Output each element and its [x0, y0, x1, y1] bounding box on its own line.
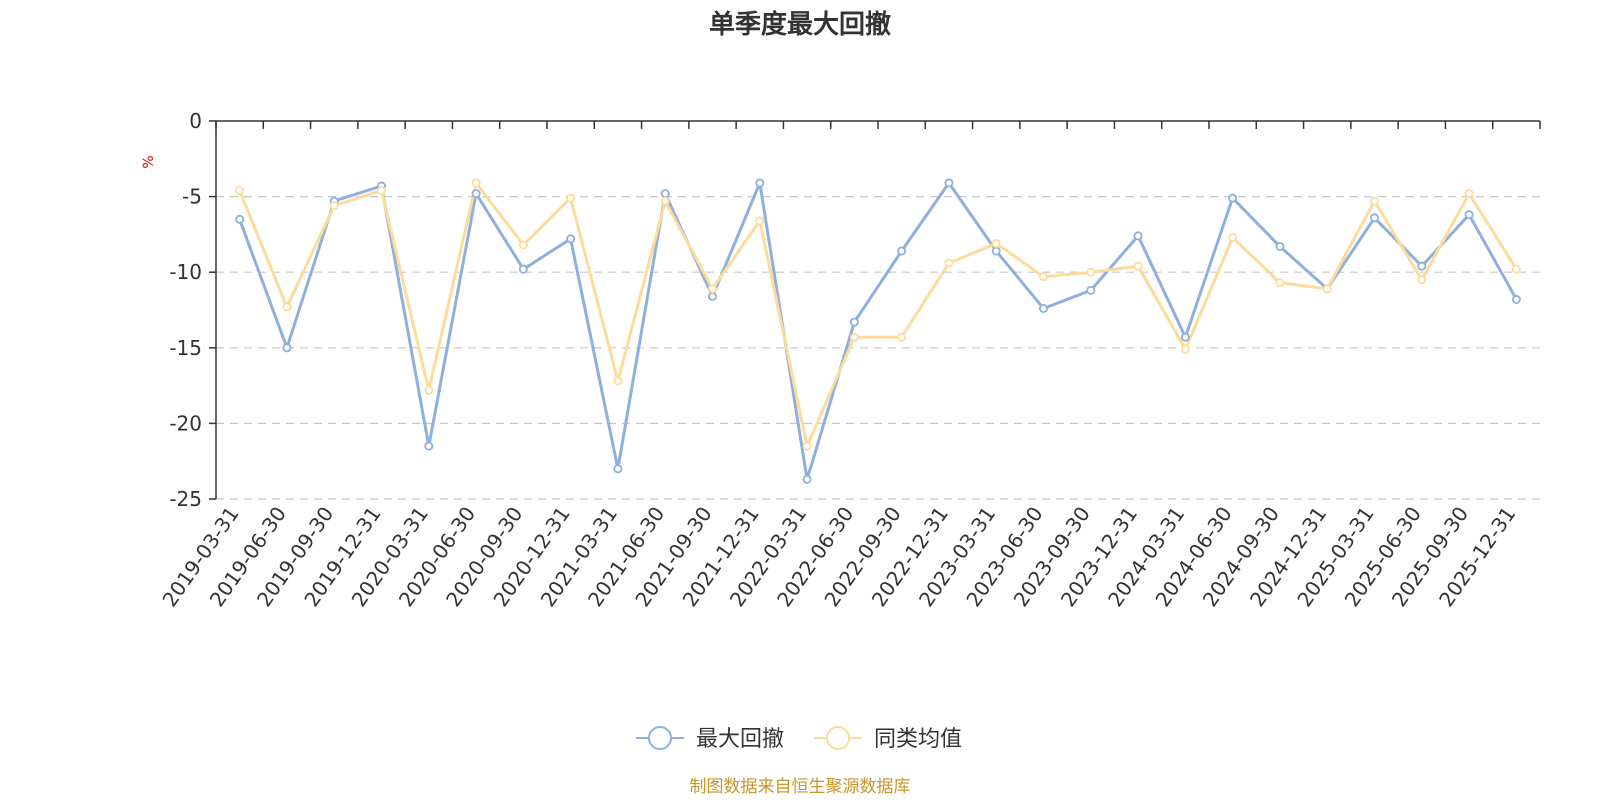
data-point[interactable]: [1322, 284, 1332, 294]
legend[interactable]: 最大回撤 同类均值: [636, 726, 962, 752]
source-note: 制图数据来自恒生聚源数据库: [690, 777, 911, 797]
data-point[interactable]: [944, 258, 954, 268]
data-point[interactable]: [1133, 231, 1143, 241]
y-tick-label: -25: [169, 487, 202, 511]
data-point[interactable]: [424, 385, 434, 395]
legend-item[interactable]: 同类均值: [814, 726, 962, 752]
data-point[interactable]: [991, 238, 1001, 248]
y-axis-unit: %: [141, 155, 157, 168]
y-tick-label: -5: [182, 185, 202, 209]
data-point[interactable]: [566, 193, 576, 203]
data-point[interactable]: [1039, 272, 1049, 282]
data-point[interactable]: [1464, 210, 1474, 220]
data-point[interactable]: [1228, 232, 1238, 242]
chart-title: 单季度最大回撤: [709, 9, 891, 40]
gridlines: [216, 196, 1540, 500]
axes: [215, 120, 1540, 499]
y-tick-label: -20: [169, 411, 202, 435]
data-point[interactable]: [1417, 261, 1427, 271]
data-point[interactable]: [1039, 303, 1049, 313]
data-point[interactable]: [660, 189, 670, 199]
data-point[interactable]: [849, 317, 859, 327]
data-point[interactable]: [1511, 264, 1521, 274]
y-tick-label: -15: [169, 336, 202, 360]
data-point[interactable]: [329, 201, 339, 211]
data-point[interactable]: [897, 332, 907, 342]
legend-label: 同类均值: [874, 727, 962, 752]
data-point[interactable]: [1511, 294, 1521, 304]
data-point[interactable]: [1086, 267, 1096, 277]
series-line: [238, 181, 1518, 481]
data-point[interactable]: [708, 291, 718, 301]
data-point[interactable]: [282, 343, 292, 353]
legend-circle-icon: [826, 726, 850, 750]
data-point[interactable]: [376, 186, 386, 196]
data-point[interactable]: [1180, 332, 1190, 342]
legend-label: 最大回撤: [696, 727, 784, 752]
data-point[interactable]: [1417, 275, 1427, 285]
data-point[interactable]: [235, 214, 245, 224]
legend-item[interactable]: 最大回撤: [636, 726, 784, 752]
y-axis-ticks: 0 -5 -10 -15 -20 -25: [169, 109, 216, 511]
data-point[interactable]: [471, 189, 481, 199]
data-point[interactable]: [282, 302, 292, 312]
data-point[interactable]: [944, 178, 954, 188]
data-point[interactable]: [1370, 213, 1380, 223]
data-point[interactable]: [235, 186, 245, 196]
data-point[interactable]: [1180, 344, 1190, 354]
data-point[interactable]: [518, 240, 528, 250]
data-point[interactable]: [1275, 241, 1285, 251]
data-point[interactable]: [708, 284, 718, 294]
data-point[interactable]: [471, 178, 481, 188]
data-point[interactable]: [566, 234, 576, 244]
data-point[interactable]: [897, 246, 907, 256]
data-point[interactable]: [660, 196, 670, 206]
data-point[interactable]: [802, 474, 812, 484]
legend-circle-icon: [648, 726, 672, 750]
y-tick-label: -10: [169, 260, 202, 284]
series-group: [235, 178, 1521, 484]
data-point[interactable]: [1464, 189, 1474, 199]
data-point[interactable]: [1133, 261, 1143, 271]
data-point[interactable]: [755, 178, 765, 188]
series-line: [238, 181, 1518, 448]
data-point[interactable]: [755, 216, 765, 226]
data-point[interactable]: [849, 332, 859, 342]
data-point[interactable]: [802, 441, 812, 451]
data-point[interactable]: [991, 246, 1001, 256]
data-point[interactable]: [613, 376, 623, 386]
data-point[interactable]: [1370, 196, 1380, 206]
data-point[interactable]: [1275, 278, 1285, 288]
data-point[interactable]: [1086, 285, 1096, 295]
y-tick-label: 0: [189, 109, 202, 133]
data-point[interactable]: [1228, 193, 1238, 203]
data-point[interactable]: [613, 464, 623, 474]
data-point[interactable]: [424, 441, 434, 451]
data-point[interactable]: [518, 264, 528, 274]
